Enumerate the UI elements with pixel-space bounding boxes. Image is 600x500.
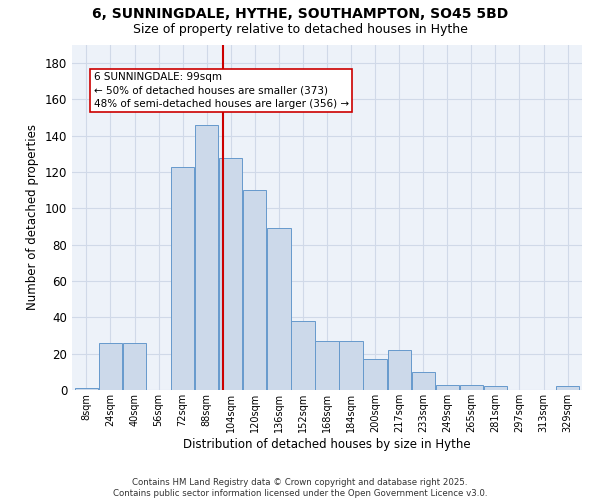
Bar bbox=[291, 321, 314, 390]
Bar bbox=[123, 343, 146, 390]
Text: Size of property relative to detached houses in Hythe: Size of property relative to detached ho… bbox=[133, 22, 467, 36]
Bar bbox=[195, 125, 218, 390]
Text: Contains HM Land Registry data © Crown copyright and database right 2025.
Contai: Contains HM Land Registry data © Crown c… bbox=[113, 478, 487, 498]
X-axis label: Distribution of detached houses by size in Hythe: Distribution of detached houses by size … bbox=[183, 438, 471, 450]
Bar bbox=[364, 359, 387, 390]
Bar bbox=[171, 166, 194, 390]
Bar bbox=[99, 343, 122, 390]
Bar bbox=[460, 384, 483, 390]
Text: 6, SUNNINGDALE, HYTHE, SOUTHAMPTON, SO45 5BD: 6, SUNNINGDALE, HYTHE, SOUTHAMPTON, SO45… bbox=[92, 8, 508, 22]
Bar bbox=[75, 388, 98, 390]
Bar bbox=[412, 372, 435, 390]
Bar bbox=[484, 386, 507, 390]
Bar bbox=[556, 386, 579, 390]
Text: 6 SUNNINGDALE: 99sqm
← 50% of detached houses are smaller (373)
48% of semi-deta: 6 SUNNINGDALE: 99sqm ← 50% of detached h… bbox=[94, 72, 349, 108]
Bar bbox=[436, 384, 459, 390]
Bar bbox=[243, 190, 266, 390]
Bar bbox=[267, 228, 290, 390]
Y-axis label: Number of detached properties: Number of detached properties bbox=[26, 124, 39, 310]
Bar bbox=[388, 350, 411, 390]
Bar bbox=[340, 341, 363, 390]
Bar bbox=[316, 341, 338, 390]
Bar bbox=[219, 158, 242, 390]
